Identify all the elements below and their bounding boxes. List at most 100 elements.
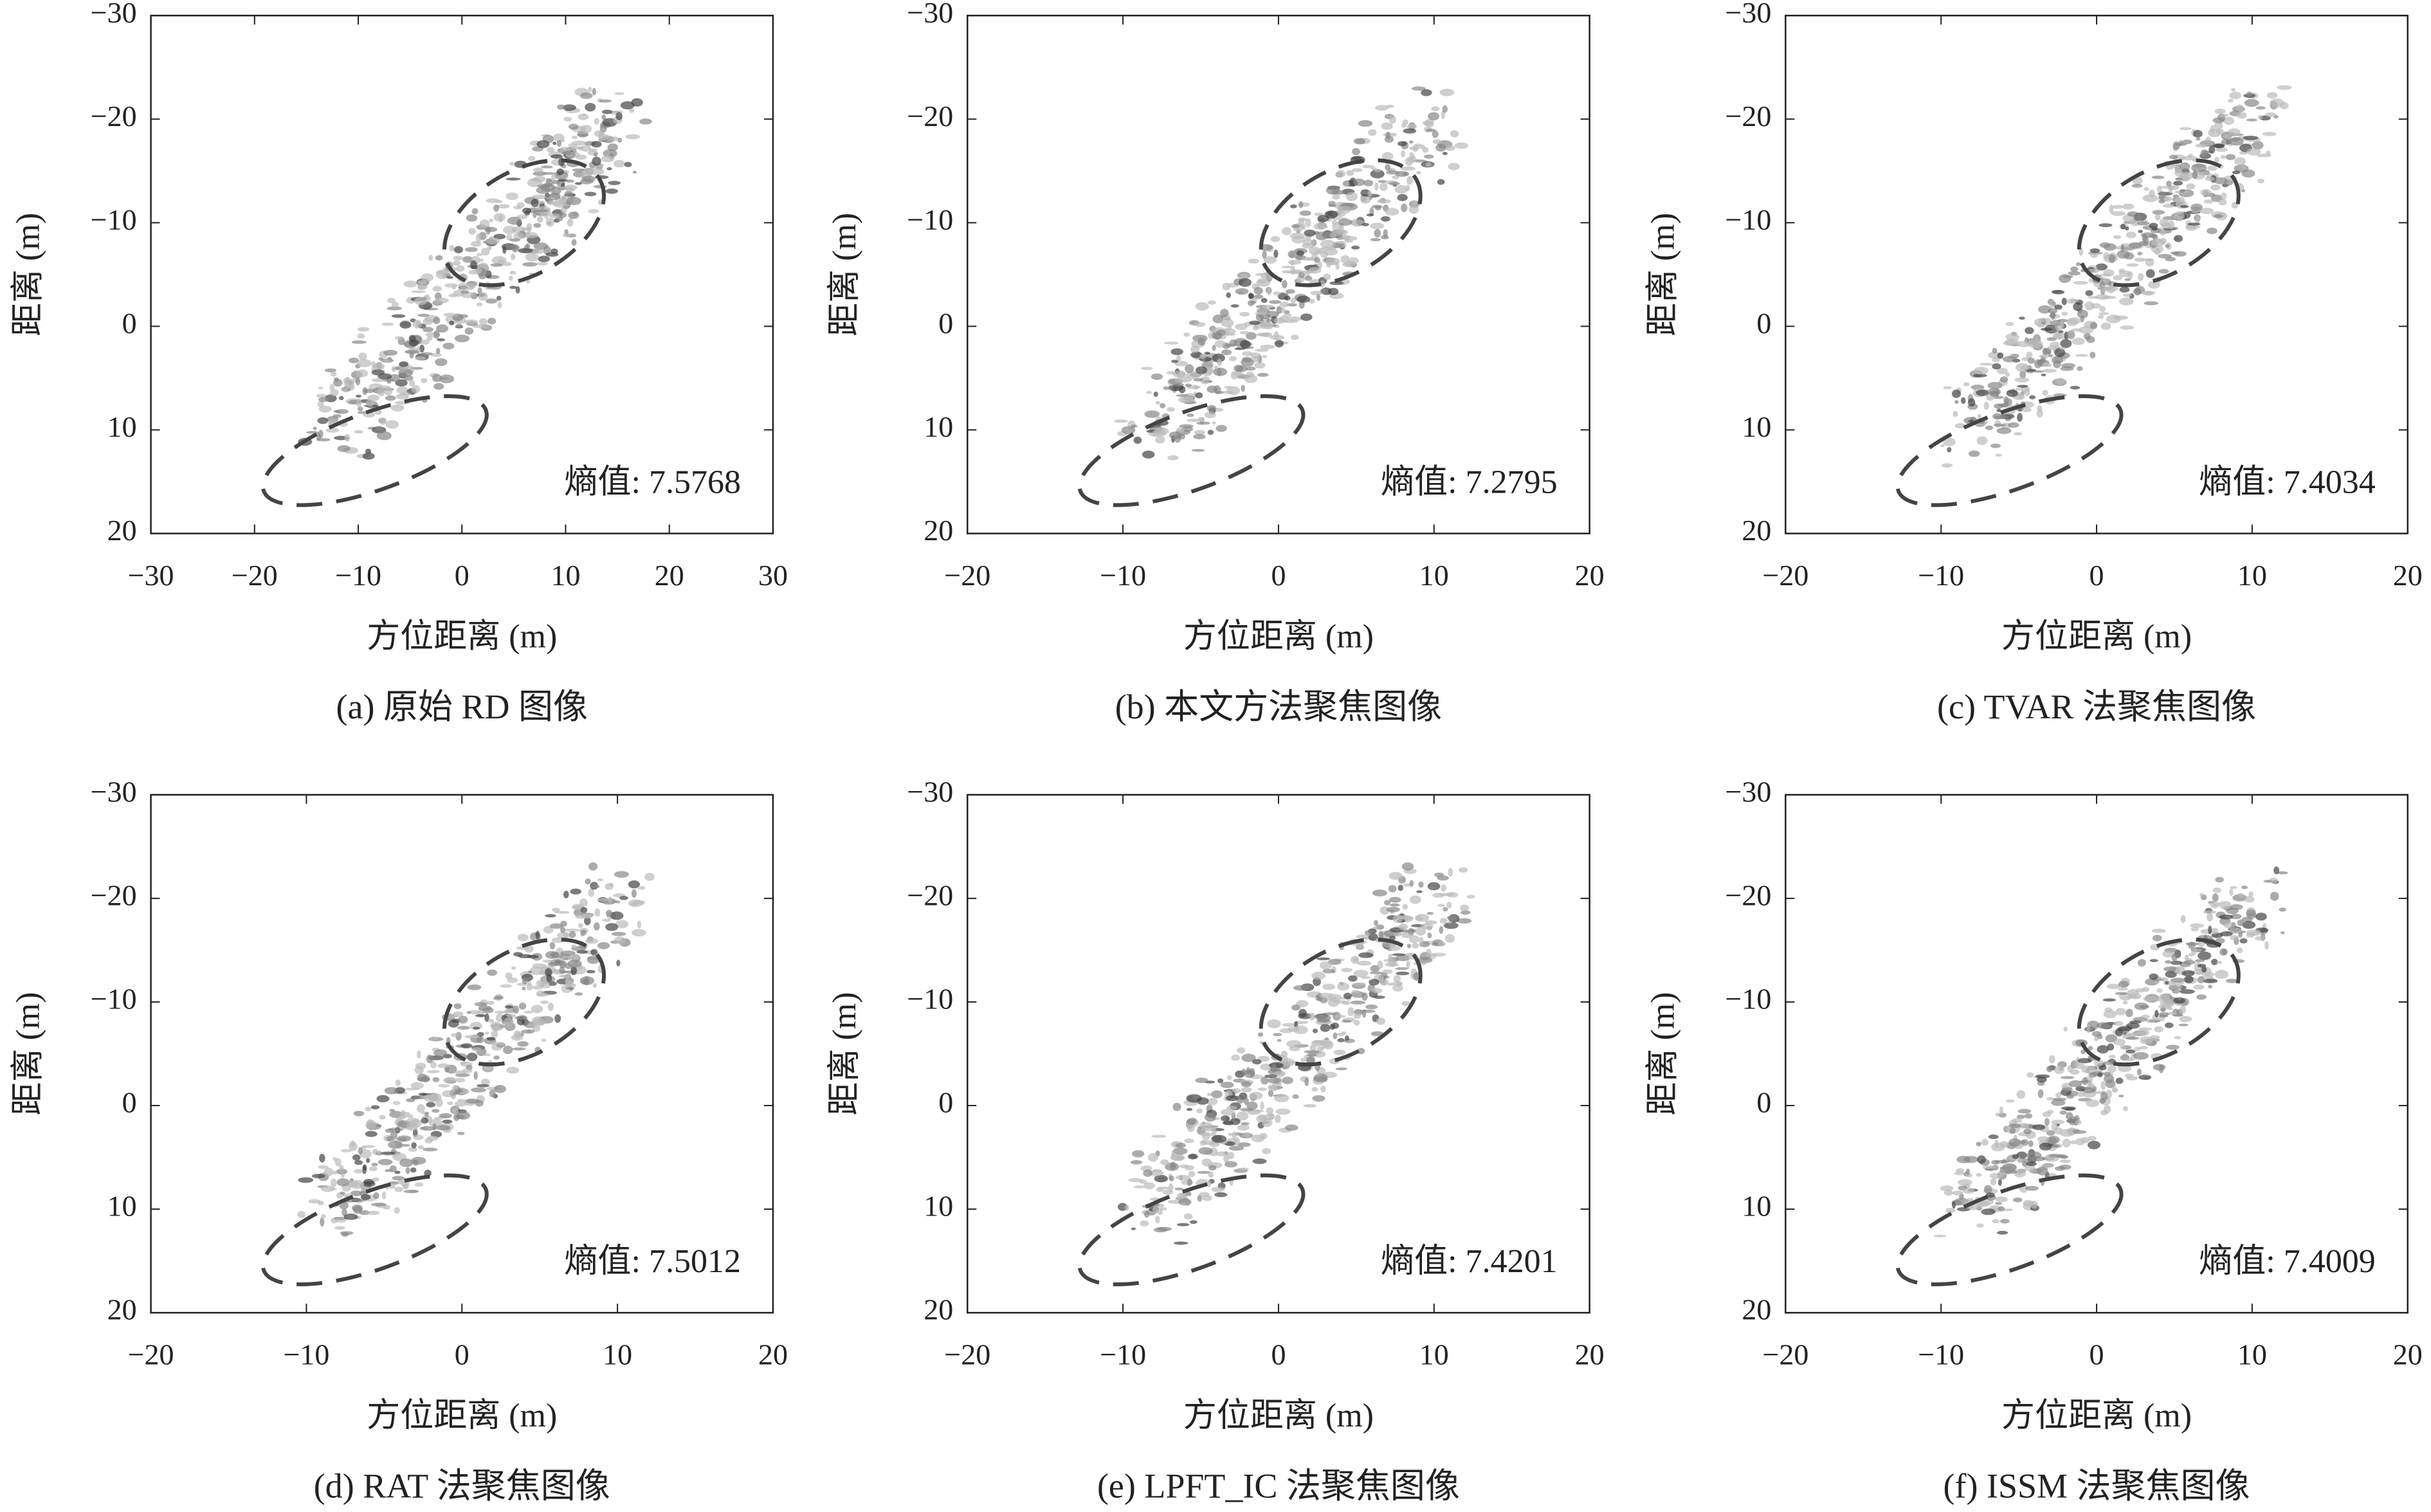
speckle bbox=[2158, 1005, 2165, 1008]
speckle bbox=[2169, 154, 2178, 159]
speckle bbox=[454, 1100, 467, 1107]
speckle bbox=[1164, 342, 1179, 345]
speckle bbox=[547, 1003, 554, 1011]
speckle bbox=[335, 1217, 347, 1223]
speckle bbox=[1211, 1187, 1225, 1192]
speckle bbox=[321, 1214, 326, 1219]
speckle bbox=[2025, 327, 2034, 334]
x-tick-label: 0 bbox=[2090, 1338, 2104, 1371]
speckle bbox=[2061, 297, 2067, 305]
speckle bbox=[2008, 1123, 2021, 1129]
speckle bbox=[318, 405, 332, 413]
speckle bbox=[597, 942, 610, 949]
speckle bbox=[562, 104, 577, 111]
speckle bbox=[2103, 1074, 2115, 1084]
speckle bbox=[1996, 427, 2012, 434]
speckle bbox=[487, 246, 492, 251]
speckle bbox=[343, 387, 348, 393]
speckle bbox=[2140, 1014, 2150, 1019]
speckle bbox=[2199, 207, 2214, 214]
speckle bbox=[1261, 322, 1273, 327]
speckle bbox=[1422, 147, 1429, 153]
speckle bbox=[2236, 104, 2244, 112]
speckle bbox=[370, 1203, 387, 1207]
speckle bbox=[2122, 1000, 2128, 1005]
speckle bbox=[513, 232, 524, 240]
dashed-ellipse bbox=[2077, 937, 2241, 1067]
speckle bbox=[2043, 348, 2052, 355]
speckle bbox=[1370, 167, 1377, 170]
speckle bbox=[2046, 1066, 2053, 1073]
speckle bbox=[1408, 152, 1414, 156]
speckle bbox=[1148, 1153, 1158, 1162]
speckle bbox=[1197, 417, 1205, 422]
speckle bbox=[1412, 942, 1419, 949]
speckle bbox=[2014, 432, 2023, 436]
speckle bbox=[425, 1095, 431, 1100]
speckle bbox=[1427, 933, 1432, 938]
speckle bbox=[1133, 436, 1142, 444]
speckle bbox=[351, 340, 367, 344]
y-tick-label: −30 bbox=[1725, 0, 1771, 29]
speckle bbox=[2042, 390, 2048, 396]
speckle bbox=[1226, 1075, 1232, 1080]
speckle bbox=[1960, 397, 1966, 405]
x-tick-label: −20 bbox=[1762, 1338, 1808, 1371]
speckle bbox=[1322, 969, 1336, 974]
speckle bbox=[2147, 280, 2160, 289]
speckle bbox=[2163, 196, 2172, 202]
speckle bbox=[2027, 339, 2043, 349]
speckle bbox=[320, 1217, 325, 1226]
speckle bbox=[2057, 1154, 2068, 1158]
speckle bbox=[1128, 1178, 1142, 1183]
speckle bbox=[1419, 936, 1424, 945]
speckle bbox=[1172, 1147, 1188, 1155]
speckle bbox=[2192, 170, 2198, 179]
speckle bbox=[1990, 443, 2001, 448]
speckle bbox=[1443, 907, 1448, 912]
x-tick-label: 20 bbox=[2393, 559, 2423, 592]
speckle bbox=[1255, 348, 1269, 352]
speckle bbox=[2205, 176, 2215, 181]
speckle bbox=[2165, 257, 2176, 262]
speckle bbox=[417, 1077, 431, 1082]
speckle bbox=[2082, 1086, 2091, 1090]
speckle bbox=[1281, 227, 1292, 235]
speckle bbox=[493, 204, 499, 212]
speckle bbox=[2180, 162, 2190, 171]
speckle bbox=[1307, 1053, 1317, 1057]
speckle bbox=[1448, 163, 1460, 170]
speckle bbox=[1994, 1160, 2010, 1163]
speckle bbox=[1992, 1219, 2000, 1224]
speckle bbox=[531, 194, 547, 199]
speckle bbox=[639, 118, 652, 125]
speckle bbox=[2223, 922, 2237, 929]
speckle bbox=[2053, 332, 2063, 340]
speckle bbox=[1143, 1210, 1150, 1218]
annotation: 熵值: 7.5768 bbox=[565, 464, 741, 500]
speckle bbox=[1364, 930, 1372, 936]
x-tick-label: 30 bbox=[758, 559, 788, 592]
speckle bbox=[1353, 178, 1365, 187]
speckle bbox=[2151, 227, 2158, 231]
speckle bbox=[2125, 226, 2129, 231]
speckle bbox=[1320, 1086, 1326, 1093]
speckle bbox=[1973, 367, 1989, 375]
speckle bbox=[2187, 223, 2201, 226]
speckle bbox=[2199, 893, 2204, 897]
speckle bbox=[485, 270, 492, 278]
speckle bbox=[2027, 358, 2035, 364]
speckle bbox=[339, 1165, 344, 1171]
speckle bbox=[1976, 1172, 1982, 1177]
speckle bbox=[329, 384, 335, 390]
speckle bbox=[2279, 907, 2286, 912]
speckle bbox=[1167, 407, 1176, 412]
speckle bbox=[2189, 923, 2205, 928]
speckle bbox=[569, 931, 576, 938]
speckle bbox=[1176, 376, 1192, 383]
y-axis-label: 距离 (m) bbox=[10, 213, 47, 336]
speckle bbox=[2171, 978, 2186, 983]
y-tick-label: −30 bbox=[907, 775, 953, 808]
y-tick-label: −10 bbox=[907, 203, 953, 236]
speckle bbox=[2163, 966, 2178, 972]
